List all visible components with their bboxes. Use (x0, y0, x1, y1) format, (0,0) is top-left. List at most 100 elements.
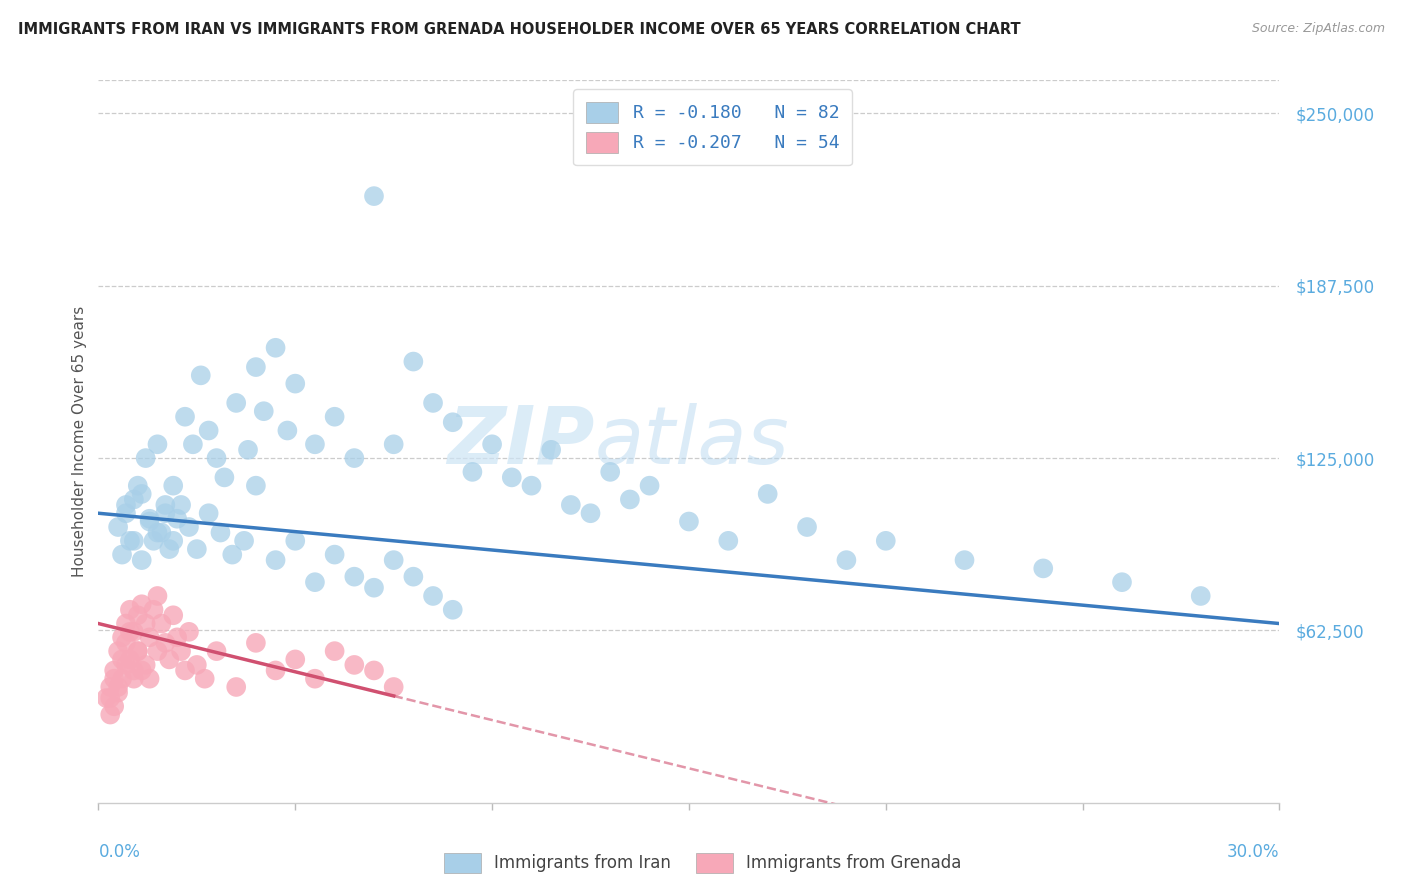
Point (118, 652, 141, 666)
Point (142, 603, 165, 617)
Point (264, 341, 287, 355)
Point (1189, 589, 1212, 603)
Point (162, 478, 184, 492)
Point (284, 376, 307, 391)
Point (170, 498, 193, 512)
Point (382, 437, 405, 451)
Point (253, 404, 276, 418)
Point (363, 581, 385, 595)
Point (157, 542, 180, 557)
Point (107, 685, 129, 699)
Point (150, 525, 173, 540)
Point (115, 636, 138, 650)
Point (96, 691, 118, 706)
Point (118, 624, 141, 639)
Text: ZIP: ZIP (447, 402, 595, 481)
Point (98, 707, 121, 722)
Point (304, 575, 326, 590)
Point (138, 631, 160, 645)
Point (155, 506, 177, 520)
Point (122, 664, 145, 678)
Point (194, 672, 217, 686)
Point (118, 533, 141, 548)
Text: 30.0%: 30.0% (1227, 843, 1279, 861)
Point (107, 680, 129, 694)
Point (186, 657, 208, 672)
Point (221, 548, 243, 562)
Point (363, 189, 385, 203)
Point (162, 533, 184, 548)
Point (304, 672, 326, 686)
Point (560, 498, 582, 512)
Point (264, 664, 287, 678)
Point (111, 672, 134, 686)
Point (146, 589, 169, 603)
Point (122, 672, 145, 686)
Point (756, 487, 779, 501)
Point (107, 644, 129, 658)
Point (122, 492, 145, 507)
Point (150, 616, 173, 631)
Point (638, 478, 661, 492)
Point (225, 680, 247, 694)
Point (181, 437, 204, 451)
Point (197, 506, 219, 520)
Point (953, 553, 976, 567)
Point (146, 644, 169, 658)
Point (177, 624, 200, 639)
Point (111, 548, 134, 562)
Point (155, 636, 177, 650)
Point (115, 506, 138, 520)
Point (103, 672, 125, 686)
Point (835, 553, 858, 567)
Point (276, 424, 298, 438)
Point (225, 396, 247, 410)
Point (245, 360, 267, 375)
Point (284, 652, 307, 666)
Point (236, 442, 259, 457)
Point (323, 409, 346, 424)
Point (174, 664, 197, 678)
Point (122, 624, 145, 639)
Point (205, 644, 228, 658)
Point (197, 424, 219, 438)
Point (138, 512, 160, 526)
Point (501, 470, 523, 484)
Point (111, 631, 134, 645)
Point (1032, 561, 1054, 575)
Point (599, 465, 621, 479)
Point (166, 512, 188, 526)
Point (190, 368, 212, 383)
Point (111, 652, 134, 666)
Point (166, 631, 188, 645)
Point (131, 487, 153, 501)
Point (127, 644, 149, 658)
Point (540, 442, 562, 457)
Point (142, 533, 165, 548)
Point (122, 533, 145, 548)
Point (619, 492, 641, 507)
Point (135, 616, 157, 631)
Point (214, 470, 236, 484)
Point (402, 354, 425, 368)
Legend: Immigrants from Iran, Immigrants from Grenada: Immigrants from Iran, Immigrants from Gr… (437, 847, 969, 880)
Point (138, 515, 160, 529)
Point (304, 437, 326, 451)
Point (343, 569, 366, 583)
Point (127, 478, 149, 492)
Point (127, 644, 149, 658)
Point (174, 409, 197, 424)
Point (875, 533, 897, 548)
Point (441, 603, 464, 617)
Y-axis label: Householder Income Over 65 years: Householder Income Over 65 years (72, 306, 87, 577)
Point (422, 589, 444, 603)
Point (481, 437, 503, 451)
Legend: R = -0.180   N = 82, R = -0.207   N = 54: R = -0.180 N = 82, R = -0.207 N = 54 (574, 89, 852, 165)
Point (1111, 575, 1133, 590)
Point (233, 533, 256, 548)
Point (115, 616, 138, 631)
Point (162, 608, 184, 623)
Point (146, 525, 169, 540)
Point (520, 478, 543, 492)
Point (107, 520, 129, 534)
